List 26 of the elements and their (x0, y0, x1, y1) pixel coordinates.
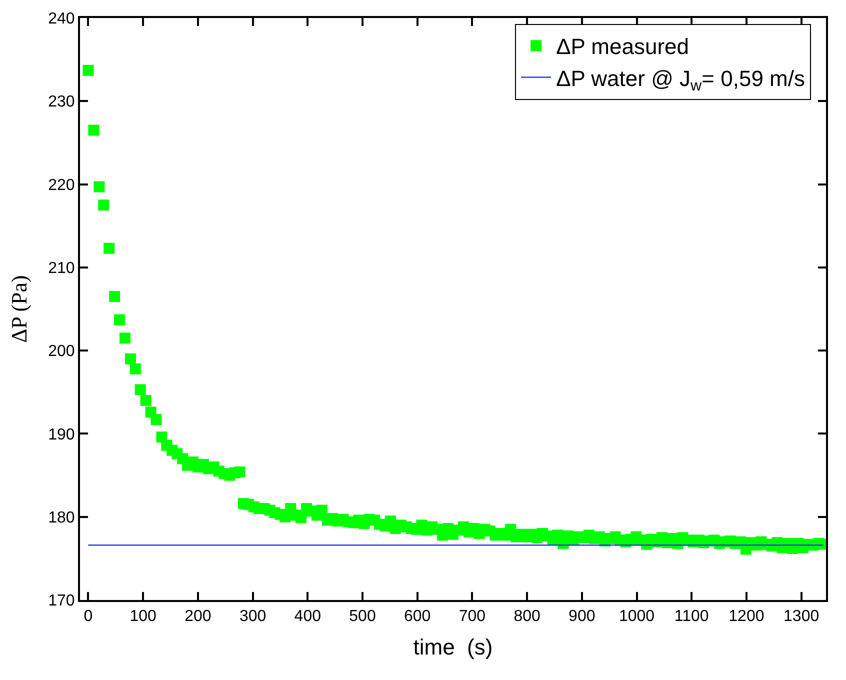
y-tick-label: 180 (48, 509, 75, 526)
y-tick-label: 190 (48, 426, 75, 444)
x-axis-title: time (s) (413, 634, 493, 660)
x-tick-label: 0 (84, 608, 93, 626)
x-tick-label: 400 (294, 608, 322, 626)
y-tick-label: 240 (48, 10, 75, 28)
x-tick-label: 1300 (784, 608, 820, 626)
legend-label: ΔP measured (556, 34, 689, 60)
x-tick-label: 200 (184, 608, 212, 626)
x-tick-label: 1100 (674, 608, 709, 626)
x-tick-label: 100 (130, 608, 157, 626)
legend-label: ΔP water @ J$_{w}$= 0,59 m/s (556, 66, 805, 94)
x-tick-label: 900 (568, 608, 596, 626)
x-tick-label: 800 (514, 608, 540, 626)
y-tick-label: 210 (48, 260, 75, 278)
y-tick-label: 200 (48, 343, 75, 360)
x-tick-label: 1200 (728, 608, 764, 626)
y-tick-label: 170 (48, 592, 75, 610)
x-tick-label: 300 (239, 608, 266, 626)
y-tick-label: 230 (48, 94, 75, 111)
y-axis-title: ΔP (Pa) (6, 275, 32, 343)
x-tick-label: 600 (404, 608, 431, 626)
x-tick-label: 700 (458, 608, 486, 626)
y-tick-label: 220 (48, 176, 75, 194)
x-tick-label: 1000 (618, 608, 655, 626)
x-tick-label: 500 (349, 608, 376, 626)
